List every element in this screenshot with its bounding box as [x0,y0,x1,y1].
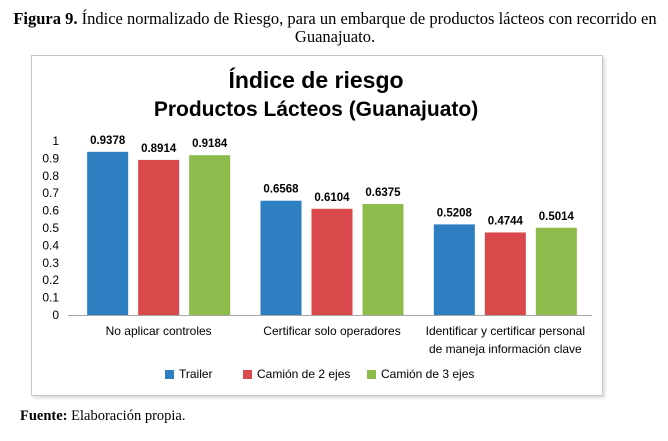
caption-label: Figura 9. [13,9,78,28]
legend-swatch [165,370,174,379]
legend: Trailer Camión de 2 ejes Camión de 3 ejes [165,367,474,381]
data-label: 0.6568 [263,184,299,196]
bar-chart: Índice de riesgo Productos Lácteos (Guan… [42,66,592,381]
x-tick-label: de maneja información clave [429,342,582,356]
legend-label: Camión de 3 ejes [381,367,474,381]
data-label: 0.9378 [90,135,126,147]
y-tick-label: 0.5 [42,221,59,235]
chart-title: Índice de riesgo [228,66,403,93]
y-tick-label: 0.2 [42,273,59,287]
bars-layer [87,151,577,315]
y-tick-label: 0.3 [42,256,59,270]
y-tick-label: 0 [52,308,59,322]
x-tick-label: No aplicar controles [106,324,212,338]
y-tick-label: 0.8 [42,169,59,183]
category-labels-layer: No aplicar controles Certificar solo oper… [106,324,585,356]
source-note: Fuente: Elaboración propia. [20,408,185,425]
data-label: 0.5014 [539,211,575,223]
data-labels-layer: 0.9378 0.8914 0.9184 0.6568 0.6104 0.6375 0.52… [90,135,574,228]
chart-container: Índice de riesgo Productos Lácteos (Guan… [31,55,603,396]
legend-label: Trailer [179,367,213,381]
data-label: 0.4744 [488,215,524,227]
data-label: 0.6375 [365,187,401,199]
bar [87,151,129,315]
bar [260,200,302,315]
x-tick-label: Identificar y certificar personal [426,324,585,338]
bar [535,227,577,315]
y-tick-label: 0.9 [42,151,59,165]
legend-swatch [243,370,252,379]
figure-caption: Figura 9. Índice normalizado de Riesgo, … [10,10,660,46]
bar [484,232,526,315]
legend-label: Camión de 2 ejes [257,367,350,381]
y-tick-label: 0.4 [42,238,59,252]
source-label: Fuente: [20,408,68,424]
bar [433,224,475,315]
bar [362,204,404,315]
caption-text: Índice normalizado de Riesgo, para un em… [81,9,657,46]
legend-swatch [367,370,376,379]
axis-layer: 0 0.1 0.2 0.3 0.4 0.5 0.6 0.7 0.8 0.9 1 [42,134,592,322]
y-tick-label: 0.1 [42,291,59,305]
data-label: 0.9184 [192,138,228,150]
bar [189,155,231,315]
y-tick-label: 1 [52,134,59,148]
bar [138,159,180,315]
y-tick-label: 0.6 [42,204,59,218]
data-label: 0.5208 [437,207,473,219]
chart-subtitle: Productos Lácteos (Guanajuato) [154,98,478,121]
x-tick-label: Certificar solo operadores [263,324,400,338]
source-text: Elaboración propia. [71,408,186,424]
bar [311,208,353,315]
data-label: 0.6104 [314,192,350,204]
data-label: 0.8914 [141,143,177,155]
y-tick-label: 0.7 [42,186,59,200]
